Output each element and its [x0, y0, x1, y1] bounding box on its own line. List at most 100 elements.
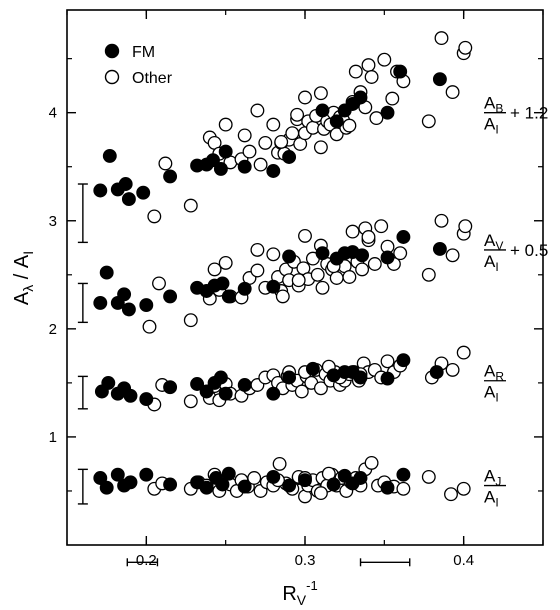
other-point [298, 90, 312, 105]
series-label-den-sub: I [495, 123, 498, 137]
other-point [458, 219, 473, 234]
other-point [313, 86, 328, 101]
series-label-offset: + 1.2 [510, 104, 548, 123]
y-axis-title-main: A [11, 291, 33, 305]
other-point [367, 257, 382, 271]
fm-point [353, 471, 368, 485]
series-label-denominator: AI [484, 252, 499, 274]
fm-point [329, 114, 344, 129]
other-point [361, 58, 376, 73]
fm-point [305, 361, 320, 376]
fm-point [99, 480, 114, 495]
other-point [444, 487, 458, 502]
other-point [266, 247, 281, 262]
series-label-num-sub: V [495, 239, 503, 253]
fm-point [266, 279, 281, 294]
other-point [315, 280, 330, 295]
other-point [342, 118, 357, 133]
fm-point [123, 388, 138, 403]
y-tick-label: 3 [49, 213, 57, 230]
other-point [364, 455, 379, 470]
fm-point [218, 386, 233, 401]
series-label-den-sub: I [495, 496, 498, 510]
y-tick-label: 2 [49, 321, 57, 338]
other-point [207, 262, 222, 277]
fm-point [237, 281, 252, 296]
fm-point [353, 370, 368, 385]
fm-point [139, 392, 154, 407]
error-bars [77, 183, 411, 567]
series-label-numerator: AB [484, 94, 503, 116]
fm-point [237, 159, 252, 174]
series-label-den-letter: A [484, 383, 496, 402]
fm-point [282, 370, 297, 385]
data-marks [93, 31, 473, 504]
series-label-num-sub: J [495, 475, 501, 489]
other-point [275, 289, 290, 304]
fm-point [121, 302, 136, 317]
series-label-den-letter: A [484, 252, 496, 271]
y-axis-title-den-sub: I [20, 251, 36, 255]
other-point [393, 246, 408, 261]
y-axis-title: Aλ / AI [11, 251, 36, 305]
fm-point [221, 466, 236, 481]
fm-point [282, 478, 297, 493]
other-point [380, 354, 395, 369]
legend-marker-other [104, 69, 120, 85]
other-point [421, 469, 436, 484]
other-point [152, 276, 166, 291]
y-tick-label: 1 [49, 429, 57, 446]
other-point [158, 156, 173, 171]
fm-point [139, 298, 154, 313]
fm-point [353, 90, 368, 105]
x-axis-title-sub: V [297, 592, 307, 608]
x-tick-label: 0.4 [453, 552, 474, 569]
fm-point [163, 477, 178, 492]
other-point [458, 40, 473, 55]
other-point [183, 394, 198, 409]
other-point [313, 381, 328, 396]
other-point [421, 114, 436, 129]
other-point [298, 228, 312, 243]
other-point [272, 456, 287, 471]
series-label-num-sub: R [495, 370, 504, 384]
other-point [421, 267, 436, 282]
fm-point [93, 183, 108, 198]
series-label-num-letter: A [484, 467, 496, 486]
other-point [147, 209, 162, 224]
series-label-denominator: AI [484, 383, 499, 405]
fm-point [380, 480, 395, 495]
other-point [291, 273, 306, 288]
fm-point [93, 295, 108, 310]
other-point [274, 134, 289, 149]
other-point [456, 345, 471, 360]
fm-point [266, 386, 281, 401]
other-point [369, 111, 384, 126]
other-point [242, 144, 257, 159]
series-label-den-letter: A [484, 115, 496, 134]
fm-point [315, 246, 330, 261]
other-point [445, 362, 460, 377]
fm-point [266, 469, 281, 484]
other-point [445, 248, 460, 263]
legend-marker-fm [104, 43, 120, 59]
fm-point [102, 148, 117, 163]
other-point [250, 103, 265, 118]
fm-point [266, 164, 281, 178]
series-label-denominator: AI [484, 115, 499, 137]
fm-point [139, 467, 154, 482]
fm-point [396, 467, 411, 482]
fm-point [393, 64, 408, 79]
series-label-numerator: AV [484, 231, 503, 253]
legend-label-other: Other [132, 70, 173, 87]
fm-point [121, 192, 136, 207]
series-label-num-sub: B [495, 102, 503, 116]
other-point [310, 267, 325, 282]
fm-point [123, 475, 138, 490]
other-point [285, 126, 300, 141]
other-point [385, 91, 400, 106]
series-label-num-letter: A [484, 94, 496, 113]
fm-point [199, 384, 214, 399]
